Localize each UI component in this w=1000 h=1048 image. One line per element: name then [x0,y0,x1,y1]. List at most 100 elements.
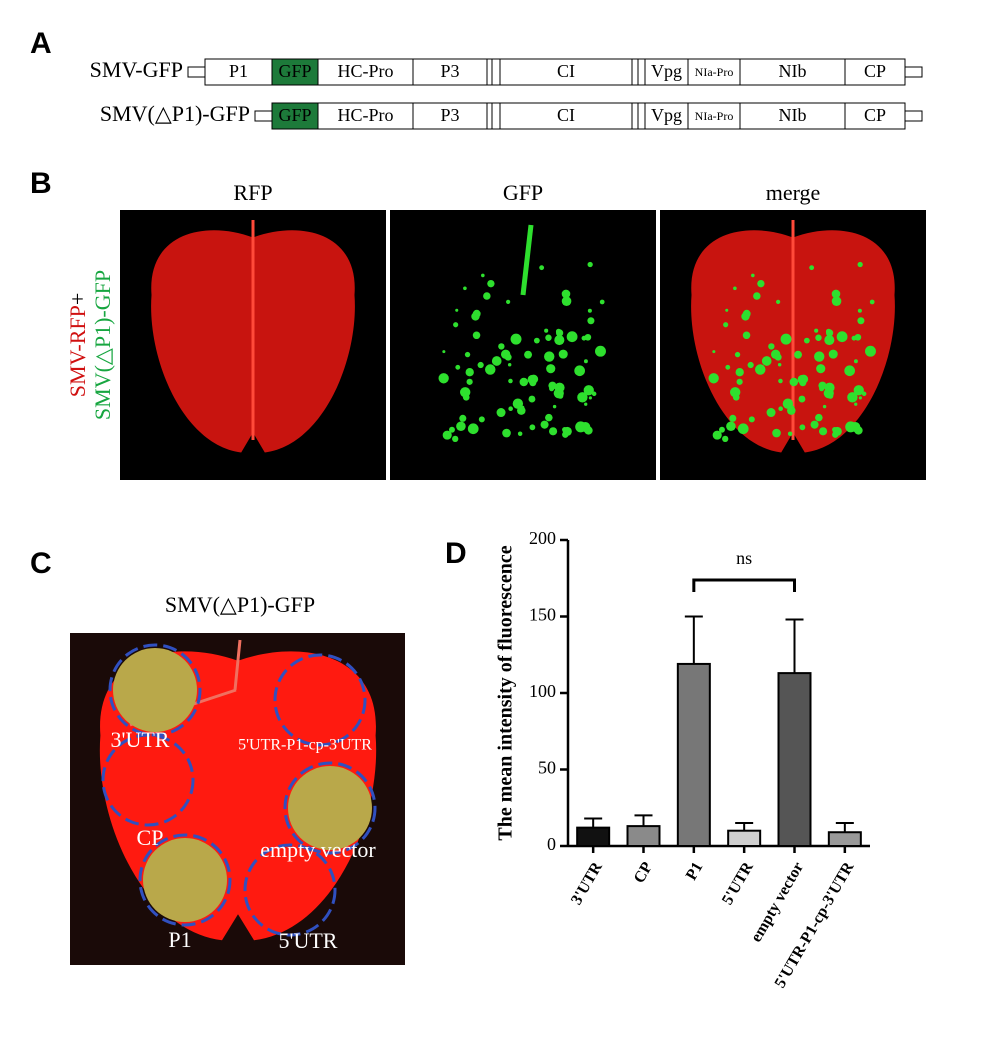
gfp-spot [814,328,819,333]
gfp-spot [730,387,741,398]
segment-label: NIb [779,105,807,125]
gfp-spot [508,378,513,384]
panel-label: C [30,547,52,580]
segment [317,58,414,86]
infiltration-ring [243,843,337,937]
gfp-spot [477,361,484,369]
gfp-spot [742,331,751,340]
gfp-spot [528,395,536,403]
infiltration-ring [273,653,367,747]
gfp-spot [456,421,466,432]
segment-label: Vpg [651,61,682,81]
gfp-spot [504,353,512,361]
gfp-spot [708,373,719,384]
gfp-spot [782,398,794,409]
gfp-spot [561,289,571,299]
segment-label: P3 [440,61,459,81]
gfp-spot [836,331,848,343]
gfp-spot [529,424,536,431]
gfp-spot [778,406,783,412]
gfp-spot [467,423,479,435]
gfp-spot [814,351,825,362]
segment-label: HC-Pro [337,105,393,125]
gfp-spot [583,359,588,364]
gfp-spot [472,331,481,340]
gfp-spot [584,402,588,406]
spot-label: 5'UTR [279,928,338,953]
gfp-spot [791,405,795,410]
gfp-spot [472,309,481,318]
gfp-spot [825,328,832,335]
gfp-spot [736,378,743,385]
gfp-spot [789,377,799,387]
panel-label: A [30,27,52,60]
panel-title: SMV(△P1)-GFP [165,592,315,617]
gfp-spot [761,356,772,366]
gfp-spot [777,363,782,367]
gfp-spot [733,286,737,291]
segment-label: GFP [278,105,311,125]
gfp-spot [455,364,461,370]
gfp-spot [524,350,533,359]
gfp-spot [778,378,783,384]
x-tick-label: 5'UTR [719,859,757,908]
gfp-spot [517,431,523,436]
gfp-spot [853,359,858,364]
spot-label: empty vector [260,837,376,862]
gfp-spot [794,350,803,359]
gfp-spot [753,292,761,300]
gfp-spot [828,349,838,359]
side-label-part: + [65,293,90,305]
gfp-spot [815,334,822,341]
gfp-spot [483,292,491,300]
gfp-spot [734,351,741,358]
segment-label: HC-Pro [337,61,393,81]
gfp-spot [485,364,496,375]
gfp-spot [816,364,826,374]
infected-spot [288,766,372,850]
y-tick-label: 100 [529,681,556,701]
gfp-spot [562,426,572,436]
gfp-spot [599,299,605,305]
gfp-spot [803,337,810,344]
gfp-spot [508,406,513,412]
gfp-spot [539,265,545,271]
panel-label: D [445,537,467,570]
gfp-spot [507,363,512,367]
gfp-spot [810,420,819,429]
infiltration-ring [283,761,377,855]
gfp-spot [766,408,776,418]
segment-label: CP [864,61,886,81]
y-tick-label: 50 [538,758,556,778]
infiltration-ring [108,643,202,737]
bar [576,826,611,848]
end-cap [187,66,206,78]
segment [844,58,906,86]
gfp-spot [865,345,876,357]
end-cap [904,110,923,122]
gfp-spot [455,308,459,312]
gfp-spot [587,261,593,268]
gfp-spot [545,334,552,341]
segment [317,102,414,130]
gfp-spot [591,391,597,397]
gfp-spot [831,296,842,306]
gfp-spot [487,279,495,288]
gfp-spot [452,435,459,443]
gfp-spot [722,435,729,443]
gfp-spot [857,317,865,325]
column-label: merge [766,180,821,205]
gfp-spot [574,365,585,377]
gfp-spot [540,420,549,429]
bar [626,825,661,847]
gfp-spot [506,299,511,305]
gfp-spot [529,374,539,384]
gfp-spot [798,395,806,403]
gfp-spot [438,373,449,384]
bar [676,662,711,847]
end-cap [904,66,923,78]
gfp-spot [512,398,524,409]
gfp-spot [566,331,578,343]
gfp-spot [857,261,863,268]
